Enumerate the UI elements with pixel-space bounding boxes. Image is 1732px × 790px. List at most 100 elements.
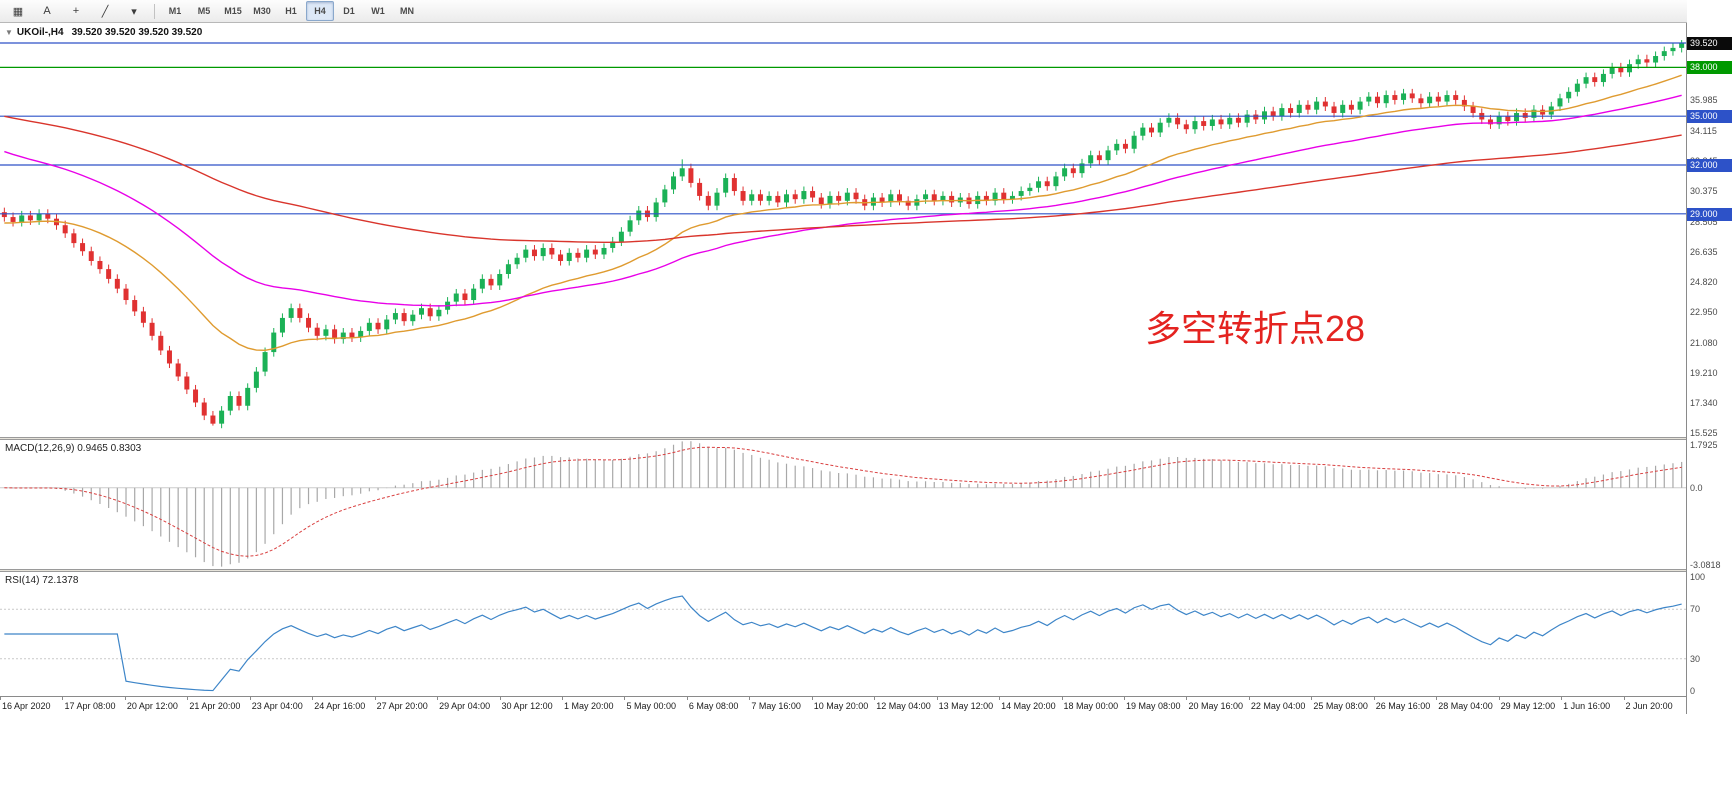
chart-title: ▼ UKOil-,H4 39.520 39.520 39.520 39.520 — [5, 27, 202, 38]
price-axis-tick: 28.505 — [1690, 216, 1718, 227]
time-axis-label: 26 May 16:00 — [1375, 701, 1431, 711]
time-axis-label: 13 May 12:00 — [938, 701, 994, 711]
timeframe-button-group: M1 M5 M15 M30 H1 H4 D1 W1 MN — [161, 1, 421, 21]
macd-canvas[interactable] — [0, 440, 1686, 570]
time-axis-label: 19 May 08:00 — [1126, 701, 1181, 711]
time-axis[interactable]: 16 Apr 2020 17 Apr 08:00 20 Apr 12:00 21 Ap… — [0, 697, 1686, 714]
time-axis-label: 20 May 16:00 — [1188, 701, 1243, 711]
timeframe-button-d1[interactable]: D1 — [343, 6, 355, 16]
chart-ohlc-quotes: 39.520 39.520 39.520 39.520 — [71, 27, 203, 38]
time-axis-tickmark — [374, 697, 376, 700]
time-axis-label: 12 May 04:00 — [876, 701, 931, 711]
timeframe-button-m5[interactable]: M5 — [197, 6, 211, 16]
time-axis-label: 16 Apr 2020 — [2, 701, 51, 711]
time-axis-tickmark — [1124, 697, 1125, 700]
time-axis-tickmark — [0, 697, 1, 700]
toolbar-separator — [154, 3, 155, 19]
timeframe-button-mn[interactable]: MN — [400, 6, 414, 16]
rsi-axis-tick: 70 — [1690, 604, 1701, 615]
price-axis-tick: 19.210 — [1690, 368, 1718, 379]
time-axis-border — [0, 696, 1732, 697]
timeframe-button-m1[interactable]: M1 — [168, 6, 182, 16]
charts-grid-icon[interactable]: ▦ — [12, 5, 24, 18]
timeframe-button-w1[interactable]: W1 — [371, 6, 385, 16]
time-axis-label: 6 May 08:00 — [688, 701, 739, 711]
time-axis-label: 28 May 04:00 — [1438, 701, 1493, 711]
timeframe-button-h4[interactable]: H4 — [306, 1, 334, 21]
time-axis-label: 18 May 00:00 — [1063, 701, 1119, 711]
time-axis-tickmark — [1561, 697, 1563, 700]
time-axis-label: 22 May 04:00 — [1250, 701, 1306, 711]
rsi-axis-tick: 30 — [1690, 653, 1701, 664]
price-axis-tick: 34.115 — [1690, 125, 1717, 136]
price-axis-tick: 15.525 — [1690, 428, 1718, 438]
current-price-label: 39.520 — [1687, 36, 1732, 50]
hline-price-label: 32.000 — [1687, 159, 1732, 172]
time-axis-tickmark — [312, 697, 314, 700]
time-axis-tickmark — [999, 697, 1001, 700]
time-axis-tickmark — [749, 697, 751, 700]
time-axis-tickmark — [1061, 697, 1063, 700]
rsi-canvas[interactable] — [0, 572, 1686, 696]
time-axis-tickmark — [686, 697, 688, 700]
time-axis-label: 24 Apr 16:00 — [314, 701, 366, 711]
rsi-label: RSI(14) 72.1378 — [5, 575, 79, 586]
main-chart-pane[interactable] — [0, 23, 1686, 437]
time-axis-tickmark — [1498, 697, 1500, 700]
time-axis-tickmark — [624, 697, 626, 700]
time-axis-tickmark — [62, 697, 64, 700]
pane-separator[interactable] — [0, 437, 1732, 440]
time-axis-tickmark — [437, 697, 439, 700]
time-axis-label: 14 May 20:00 — [1001, 701, 1056, 711]
time-axis-tickmark — [249, 697, 251, 700]
hline-price-label: 38.000 — [1687, 61, 1732, 75]
macd-axis-tick: 0.0 — [1690, 482, 1703, 493]
time-axis-label: 1 May 20:00 — [564, 701, 614, 711]
time-axis-label: 5 May 00:00 — [626, 701, 676, 711]
time-axis-tickmark — [124, 697, 126, 700]
pane-separator[interactable] — [0, 569, 1732, 572]
price-axis-tick: 21.080 — [1690, 337, 1718, 348]
timeframe-button-m30[interactable]: M30 — [253, 6, 271, 16]
hline-price-label: 35.000 — [1687, 110, 1732, 124]
time-axis-label: 29 May 12:00 — [1500, 701, 1556, 711]
timeframe-button-m15[interactable]: M15 — [224, 6, 242, 16]
crosshair-icon[interactable]: + — [72, 5, 80, 17]
macd-label: MACD(12,26,9) 0.9465 0.8303 — [5, 443, 142, 454]
timeframe-button-h1[interactable]: H1 — [285, 6, 297, 16]
rsi-axis-tick: 100 — [1690, 572, 1706, 582]
price-axis-tick: 17.340 — [1690, 398, 1718, 409]
macd-axis-tick: 1.7925 — [1690, 440, 1718, 450]
dropdown-caret-icon[interactable]: ▾ — [131, 5, 137, 18]
toolbar: ▦ A + ╱ ▾ M1 M5 M15 M30 H1 H4 D1 W1 MN — [0, 0, 1732, 23]
draw-line-tools-icon[interactable]: ╱ — [101, 5, 109, 18]
price-axis-column[interactable]: 35.98534.11532.24530.37528.50526.63524.8… — [1687, 0, 1732, 714]
time-axis-label: 17 Apr 08:00 — [64, 701, 116, 711]
time-axis-tickmark — [1186, 697, 1188, 700]
time-axis-label: 2 Jun 20:00 — [1625, 701, 1673, 711]
main-chart-canvas[interactable] — [0, 23, 1686, 437]
time-axis-tickmark — [811, 697, 813, 700]
time-axis-tickmark — [187, 697, 189, 700]
time-axis-tickmark — [1373, 697, 1375, 700]
time-axis-label: 30 Apr 12:00 — [501, 701, 553, 711]
time-axis-label: 1 Jun 16:00 — [1563, 701, 1611, 711]
time-axis-tickmark — [936, 697, 938, 700]
rsi-axis-tick: 0 — [1690, 686, 1696, 696]
time-axis-label: 29 Apr 04:00 — [439, 701, 491, 711]
macd-axis-tick: -3.0818 — [1690, 560, 1721, 570]
macd-pane[interactable] — [0, 440, 1686, 570]
price-axis-tick: 35.985 — [1690, 95, 1718, 106]
one-click-trading-arrow[interactable]: ▼ — [5, 28, 13, 37]
chart-symbol-period: UKOil-,H4 — [16, 27, 64, 38]
rsi-pane[interactable] — [0, 572, 1686, 696]
cursor-mode-button[interactable]: A — [43, 5, 51, 17]
time-axis-tickmark — [1436, 697, 1438, 700]
time-axis-label: 21 Apr 20:00 — [189, 701, 241, 711]
price-axis-tick: 24.820 — [1690, 276, 1718, 287]
time-axis-label: 27 Apr 20:00 — [376, 701, 428, 711]
time-axis-tickmark — [562, 697, 563, 700]
time-axis-tickmark — [874, 697, 876, 700]
time-axis-label: 10 May 20:00 — [813, 701, 869, 711]
